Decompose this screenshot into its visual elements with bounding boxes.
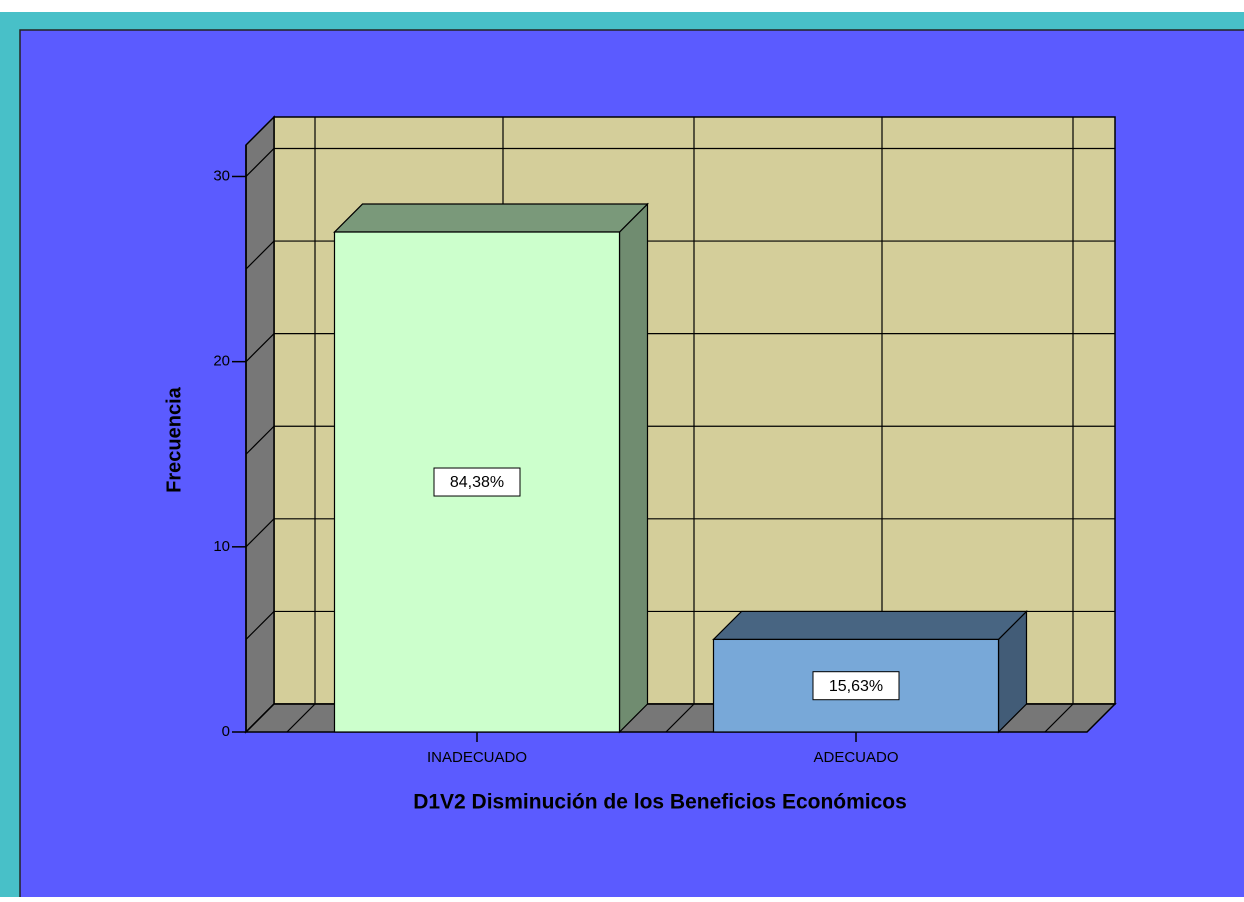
floor-divider (286, 703, 316, 733)
bar-top (712, 610, 1028, 641)
floor-divider (665, 703, 695, 733)
floor-divider (1044, 703, 1074, 733)
x-tick-label: INADECUADO (427, 749, 527, 766)
data-label-box (812, 671, 900, 701)
y-tick-label: 20 (213, 353, 230, 370)
y-tick-label: 30 (213, 167, 230, 184)
grid-line-side (245, 518, 275, 548)
bar (712, 638, 1000, 733)
grid-line-side (245, 425, 275, 455)
grid-line-side (245, 333, 275, 363)
y-tick-label: 10 (213, 538, 230, 555)
data-label-box (433, 467, 521, 497)
data-label: 84,38% (450, 474, 504, 491)
grid-line-side (245, 240, 275, 270)
side-wall (245, 115, 275, 734)
x-tick-label: ADECUADO (813, 749, 898, 766)
y-axis-title: Frecuencia (163, 386, 185, 492)
bar-side (618, 202, 649, 734)
y-tick-label: 0 (222, 723, 230, 740)
data-label: 15,63% (829, 678, 883, 695)
grid-line-side (245, 148, 275, 177)
grid-line-side (245, 703, 275, 733)
grid-line-side (245, 610, 275, 640)
bar-top (333, 203, 649, 233)
x-axis-title: D1V2 Disminución de los Beneficios Econó… (413, 791, 907, 814)
